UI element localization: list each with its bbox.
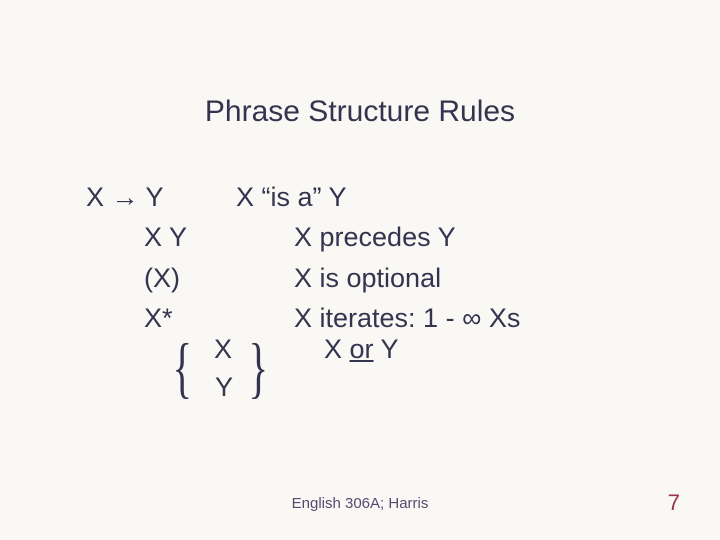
explanation: X precedes Y bbox=[294, 219, 456, 255]
slide: Phrase Structure Rules X → Y X “is a” Y … bbox=[0, 0, 720, 540]
brace-bottom-item: Y bbox=[215, 372, 233, 403]
page-number: 7 bbox=[668, 490, 680, 516]
brace-left-icon: { bbox=[173, 333, 193, 401]
brace-row: { X Y } X or Y bbox=[86, 339, 720, 419]
brace-explain-prefix: X bbox=[324, 334, 350, 364]
footer-text: English 306A; Harris bbox=[0, 495, 720, 512]
explanation: X is optional bbox=[294, 260, 441, 296]
rule-row: (X) X is optional bbox=[86, 260, 720, 296]
notation: X → Y bbox=[86, 179, 206, 215]
rule-row: X Y X precedes Y bbox=[86, 219, 720, 255]
brace-explain-suffix: Y bbox=[374, 334, 399, 364]
explanation: X iterates: 1 - ∞ Xs bbox=[294, 300, 520, 336]
brace-top-item: X bbox=[214, 334, 232, 365]
slide-title: Phrase Structure Rules bbox=[0, 95, 720, 129]
brace-explanation: X or Y bbox=[324, 334, 399, 365]
brace-explain-or: or bbox=[350, 334, 374, 364]
explanation: X “is a” Y bbox=[236, 179, 347, 215]
content-area: X → Y X “is a” Y X Y X precedes Y (X) X … bbox=[86, 179, 720, 419]
notation: X Y bbox=[86, 219, 264, 255]
rule-row: X → Y X “is a” Y bbox=[86, 179, 720, 215]
notation: (X) bbox=[86, 260, 264, 296]
brace-right-icon: } bbox=[249, 333, 269, 401]
